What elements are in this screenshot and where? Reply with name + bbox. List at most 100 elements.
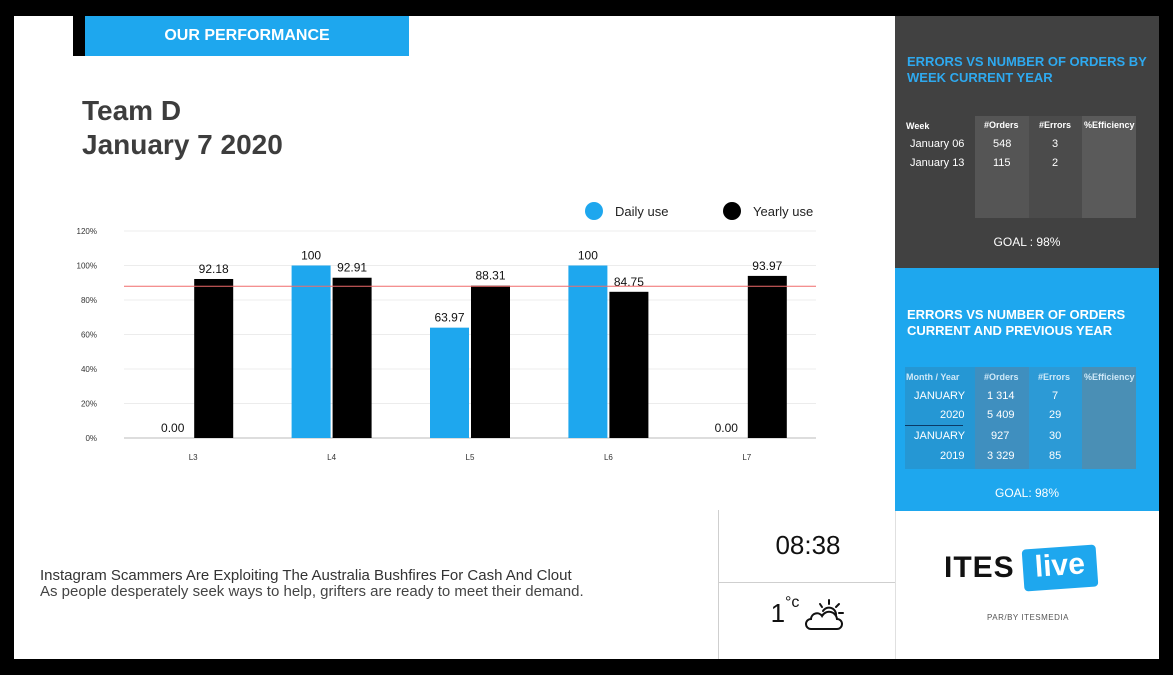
team-name: Team D — [82, 95, 182, 126]
header-accent — [73, 16, 85, 56]
y-tick-label: 60% — [81, 331, 97, 340]
legend-yearly: Yearly use — [723, 202, 813, 220]
data-label: 100 — [578, 249, 598, 263]
table-cell: 30 — [1049, 430, 1062, 442]
data-label: 100 — [301, 249, 321, 263]
brand-panel: ITES live PAR/BY ITESMEDIA — [895, 511, 1159, 659]
divider — [719, 582, 897, 583]
x-tick-label: L5 — [466, 453, 475, 462]
chart-data-labels: 0.00 92.18 100 92.91 63.97 88.31 100 84.75 0.00 9… — [161, 249, 783, 436]
data-label: 0.00 — [715, 421, 739, 435]
logo-ites: ITES — [944, 551, 1015, 584]
y-tick-label: 0% — [85, 434, 97, 443]
x-tick-label: L3 — [189, 453, 198, 462]
dashboard-screen: OUR PERFORMANCE Team D January 7 2020 Da… — [14, 16, 1159, 659]
data-label: 92.91 — [337, 261, 367, 275]
errors-column-bg — [1029, 116, 1082, 218]
team-heading: Team D January 7 2020 — [82, 94, 283, 162]
bar-yearly — [747, 275, 787, 438]
col-orders: #Orders — [984, 372, 1019, 382]
table-cell: 7 — [1052, 390, 1059, 402]
news-ticker: Instagram Scammers Are Exploiting The Au… — [40, 568, 584, 600]
legend-yearly-swatch — [723, 202, 741, 220]
y-tick-label: 20% — [81, 400, 97, 409]
chart-bars — [194, 265, 787, 438]
x-tick-label: L6 — [604, 453, 613, 462]
table-cell: 115 — [993, 157, 1011, 169]
bar-yearly — [471, 285, 510, 438]
yearly-panel-title: ERRORS VS NUMBER OF ORDERS CURRENT AND P… — [907, 307, 1126, 338]
legend-daily: Daily use — [585, 202, 668, 220]
month-column-bg — [905, 367, 975, 469]
data-label: 84.75 — [614, 275, 644, 289]
table-cell: JANUARY — [914, 390, 966, 402]
col-errors: #Errors — [1039, 120, 1072, 130]
yearly-goal: GOAL: 98% — [994, 486, 1060, 500]
bar-daily — [430, 327, 469, 438]
efficiency-column-bg — [1082, 367, 1136, 469]
data-label: 88.31 — [475, 269, 505, 283]
news-headline: Instagram Scammers Are Exploiting The Au… — [40, 567, 572, 584]
ites-live-logo: ITES live — [944, 544, 1099, 592]
table-cell: 927 — [991, 430, 1010, 442]
y-tick-label: 120% — [77, 227, 97, 236]
table-cell: 1 314 — [987, 390, 1015, 402]
errors-column-bg — [1029, 367, 1082, 469]
chart-y-ticks: 0% 20% 40% 60% 80% 100% 120% — [77, 227, 97, 443]
efficiency-column-bg — [1082, 116, 1136, 218]
table-cell: 2020 — [940, 409, 965, 421]
col-efficiency: %Efficiency — [1084, 120, 1135, 130]
header-banner: OUR PERFORMANCE — [85, 16, 409, 56]
table-cell: 2019 — [940, 450, 965, 462]
weekly-panel-title: ERRORS VS NUMBER OF ORDERS BY WEEK CURRE… — [907, 54, 1147, 85]
news-subline: As people desperately seek ways to help,… — [40, 583, 584, 600]
table-cell: 5 409 — [987, 409, 1015, 421]
orders-column-bg — [975, 116, 1029, 218]
data-label: 63.97 — [434, 311, 464, 325]
legend-yearly-label: Yearly use — [753, 203, 814, 219]
col-efficiency: %Efficiency — [1084, 372, 1135, 382]
orders-column-bg — [975, 367, 1029, 469]
bar-daily — [291, 265, 331, 438]
bar-yearly — [609, 291, 649, 438]
bar-yearly — [194, 278, 234, 438]
weekly-errors-panel: ERRORS VS NUMBER OF ORDERS BY WEEK CURRE… — [895, 16, 1159, 268]
partly-cloudy-icon — [803, 598, 845, 639]
table-cell: 2 — [1052, 157, 1059, 169]
table-cell: 548 — [993, 138, 1012, 150]
chart-grid — [124, 230, 816, 439]
bar-daily — [568, 265, 608, 438]
col-orders: #Orders — [984, 120, 1019, 130]
y-tick-label: 40% — [81, 365, 97, 374]
weather-unit: °c — [785, 594, 800, 611]
chart-x-ticks: L3 L4 L5 L6 L7 — [189, 453, 752, 462]
table-cell: January 13 — [910, 157, 965, 169]
data-label: 0.00 — [161, 421, 185, 435]
col-month-year: Month / Year — [906, 372, 960, 382]
clock-time: 08:38 — [775, 530, 841, 560]
data-label: 92.18 — [199, 262, 229, 276]
team-date: January 7 2020 — [82, 129, 283, 160]
legend-daily-label: Daily use — [615, 203, 669, 219]
x-tick-label: L7 — [742, 453, 751, 462]
weekly-goal: GOAL : 98% — [993, 235, 1061, 249]
table-cell: 29 — [1049, 409, 1062, 421]
x-tick-label: L4 — [327, 453, 336, 462]
yearly-errors-panel: ERRORS VS NUMBER OF ORDERS CURRENT AND P… — [895, 268, 1159, 511]
logo-live: live — [1021, 544, 1099, 592]
table-cell: 3 329 — [987, 450, 1015, 462]
table-cell: JANUARY — [914, 430, 966, 442]
col-week: Week — [906, 121, 930, 131]
y-tick-label: 100% — [77, 262, 97, 271]
clock-weather-box: 08:38 1 °c — [718, 510, 897, 659]
weather-temp: 1 — [770, 598, 786, 628]
table-cell: 3 — [1052, 138, 1059, 150]
y-tick-label: 80% — [81, 296, 97, 305]
data-label: 93.97 — [752, 259, 782, 273]
bar-chart: 0% 20% 40% 60% 80% 100% 120% 0.00 92.18 100 92.91… — [77, 227, 816, 462]
bar-yearly — [332, 277, 372, 438]
col-errors: #Errors — [1038, 372, 1071, 382]
legend-daily-swatch — [585, 202, 603, 220]
weather: 1 °c — [719, 594, 897, 639]
table-cell: 85 — [1049, 450, 1062, 462]
